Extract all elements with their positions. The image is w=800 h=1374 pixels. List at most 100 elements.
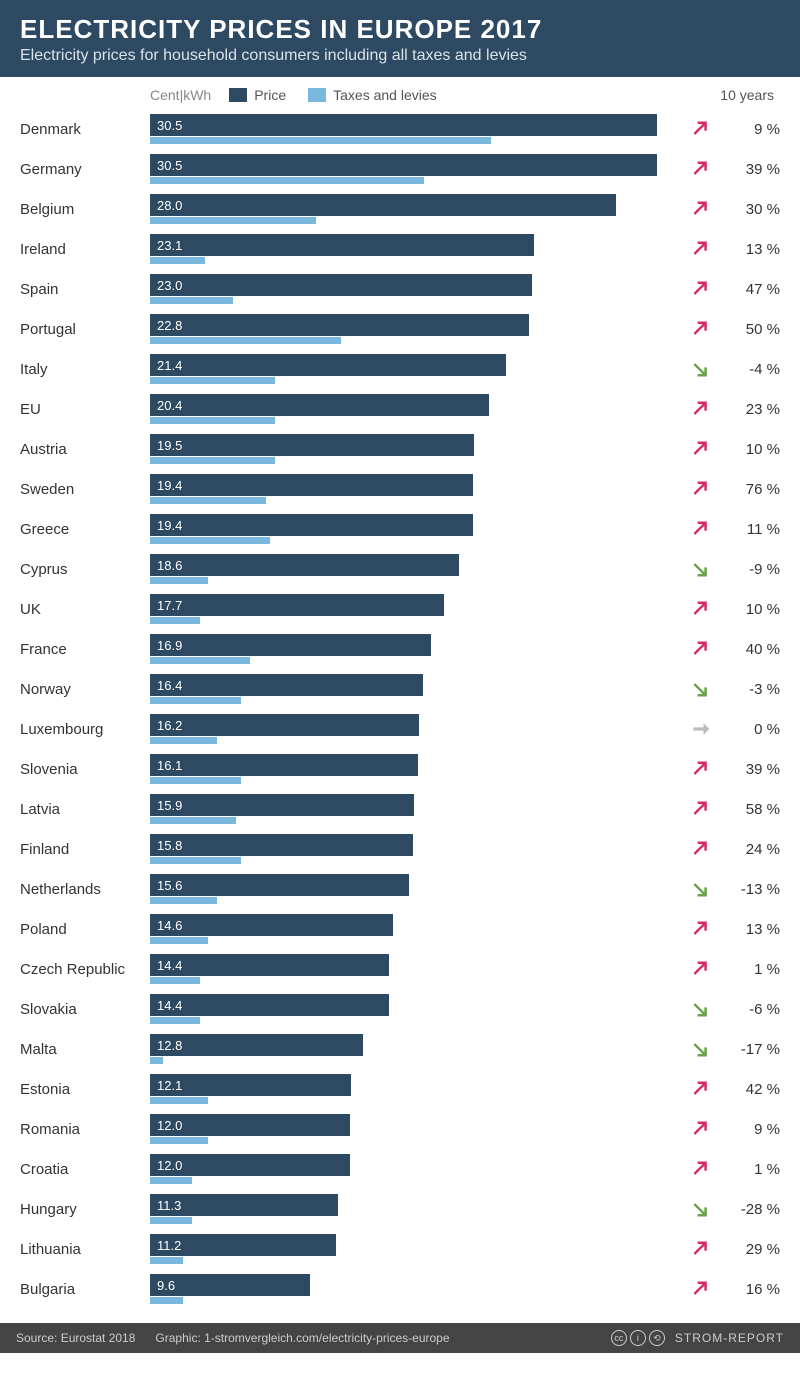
chart-row: Hungary11.3-28 % <box>20 1189 780 1229</box>
trend-down-icon <box>691 999 711 1019</box>
cc-by-icon: i <box>630 1330 646 1346</box>
trend-arrow <box>682 1119 720 1139</box>
bar-group: 16.9 <box>150 632 682 666</box>
chart-row: Luxembourg16.20 % <box>20 709 780 749</box>
trend-neutral-icon <box>691 719 711 739</box>
tax-bar <box>150 1177 192 1184</box>
chart-row: Portugal22.850 % <box>20 309 780 349</box>
chart-row: France16.940 % <box>20 629 780 669</box>
page-title: ELECTRICITY PRICES IN EUROPE 2017 <box>20 14 780 45</box>
trend-up-icon <box>691 799 711 819</box>
price-value: 22.8 <box>157 318 182 333</box>
trend-arrow <box>682 759 720 779</box>
cc-sa-icon: ⟲ <box>649 1330 665 1346</box>
legend: Cent|kWh Price Taxes and levies 10 years <box>0 77 800 109</box>
price-bar: 19.4 <box>150 474 473 496</box>
bar-group: 11.2 <box>150 1232 682 1266</box>
trend-arrow <box>682 399 720 419</box>
bar-group: 12.8 <box>150 1032 682 1066</box>
price-bar: 21.4 <box>150 354 506 376</box>
trend-arrow <box>682 879 720 899</box>
country-label: Lithuania <box>20 1241 150 1258</box>
price-value: 17.7 <box>157 598 182 613</box>
trend-up-icon <box>691 479 711 499</box>
price-bar: 18.6 <box>150 554 459 576</box>
trend-percent: 58 % <box>720 801 780 818</box>
tax-bar <box>150 1057 163 1064</box>
legend-unit: Cent|kWh <box>150 87 211 103</box>
country-label: UK <box>20 601 150 618</box>
trend-up-icon <box>691 1119 711 1139</box>
chart-row: Belgium28.030 % <box>20 189 780 229</box>
price-bar: 11.2 <box>150 1234 336 1256</box>
chart-row: Sweden19.476 % <box>20 469 780 509</box>
bar-group: 19.4 <box>150 512 682 546</box>
trend-up-icon <box>691 199 711 219</box>
bar-group: 19.4 <box>150 472 682 506</box>
trend-arrow <box>682 279 720 299</box>
price-value: 19.4 <box>157 518 182 533</box>
chart-row: Cyprus18.6-9 % <box>20 549 780 589</box>
country-label: Cyprus <box>20 561 150 578</box>
price-bar: 19.5 <box>150 434 474 456</box>
country-label: Czech Republic <box>20 961 150 978</box>
chart-row: Denmark30.59 % <box>20 109 780 149</box>
price-value: 20.4 <box>157 398 182 413</box>
chart-area: Denmark30.59 %Germany30.539 %Belgium28.0… <box>0 109 800 1323</box>
tax-bar <box>150 817 236 824</box>
price-value: 14.4 <box>157 998 182 1013</box>
trend-percent: -17 % <box>720 1041 780 1058</box>
country-label: Luxembourg <box>20 721 150 738</box>
country-label: EU <box>20 401 150 418</box>
chart-row: Spain23.047 % <box>20 269 780 309</box>
price-value: 11.3 <box>157 1198 181 1213</box>
price-value: 9.6 <box>157 1278 175 1293</box>
trend-arrow <box>682 519 720 539</box>
price-bar: 14.4 <box>150 994 389 1016</box>
tax-bar <box>150 1257 183 1264</box>
price-bar: 19.4 <box>150 514 473 536</box>
price-bar: 9.6 <box>150 1274 310 1296</box>
chart-row: Bulgaria9.616 % <box>20 1269 780 1309</box>
chart-row: Romania12.09 % <box>20 1109 780 1149</box>
trend-down-icon <box>691 1039 711 1059</box>
tax-bar <box>150 1017 200 1024</box>
legend-item-tax: Taxes and levies <box>308 87 437 103</box>
country-label: Slovakia <box>20 1001 150 1018</box>
trend-up-icon <box>691 1159 711 1179</box>
tax-bar <box>150 1097 208 1104</box>
legend-swatch-price <box>229 88 247 102</box>
trend-percent: 39 % <box>720 761 780 778</box>
tax-bar <box>150 657 250 664</box>
price-value: 15.9 <box>157 798 182 813</box>
price-value: 30.5 <box>157 118 182 133</box>
tax-bar <box>150 777 241 784</box>
trend-up-icon <box>691 159 711 179</box>
price-value: 23.0 <box>157 278 182 293</box>
chart-row: Austria19.510 % <box>20 429 780 469</box>
tax-bar <box>150 137 491 144</box>
trend-arrow <box>682 959 720 979</box>
trend-arrow <box>682 1199 720 1219</box>
tax-bar <box>150 377 275 384</box>
trend-up-icon <box>691 959 711 979</box>
trend-percent: 0 % <box>720 721 780 738</box>
trend-percent: 10 % <box>720 601 780 618</box>
price-bar: 16.4 <box>150 674 423 696</box>
bar-group: 15.6 <box>150 872 682 906</box>
price-bar: 12.8 <box>150 1034 363 1056</box>
tax-bar <box>150 617 200 624</box>
chart-row: Malta12.8-17 % <box>20 1029 780 1069</box>
trend-down-icon <box>691 559 711 579</box>
price-value: 12.8 <box>157 1038 182 1053</box>
trend-arrow <box>682 1239 720 1259</box>
price-bar: 12.1 <box>150 1074 351 1096</box>
price-bar: 14.6 <box>150 914 393 936</box>
tax-bar <box>150 537 270 544</box>
price-bar: 14.4 <box>150 954 389 976</box>
price-bar: 11.3 <box>150 1194 338 1216</box>
trend-up-icon <box>691 239 711 259</box>
bar-group: 30.5 <box>150 112 682 146</box>
trend-percent: 29 % <box>720 1241 780 1258</box>
chart-row: Netherlands15.6-13 % <box>20 869 780 909</box>
